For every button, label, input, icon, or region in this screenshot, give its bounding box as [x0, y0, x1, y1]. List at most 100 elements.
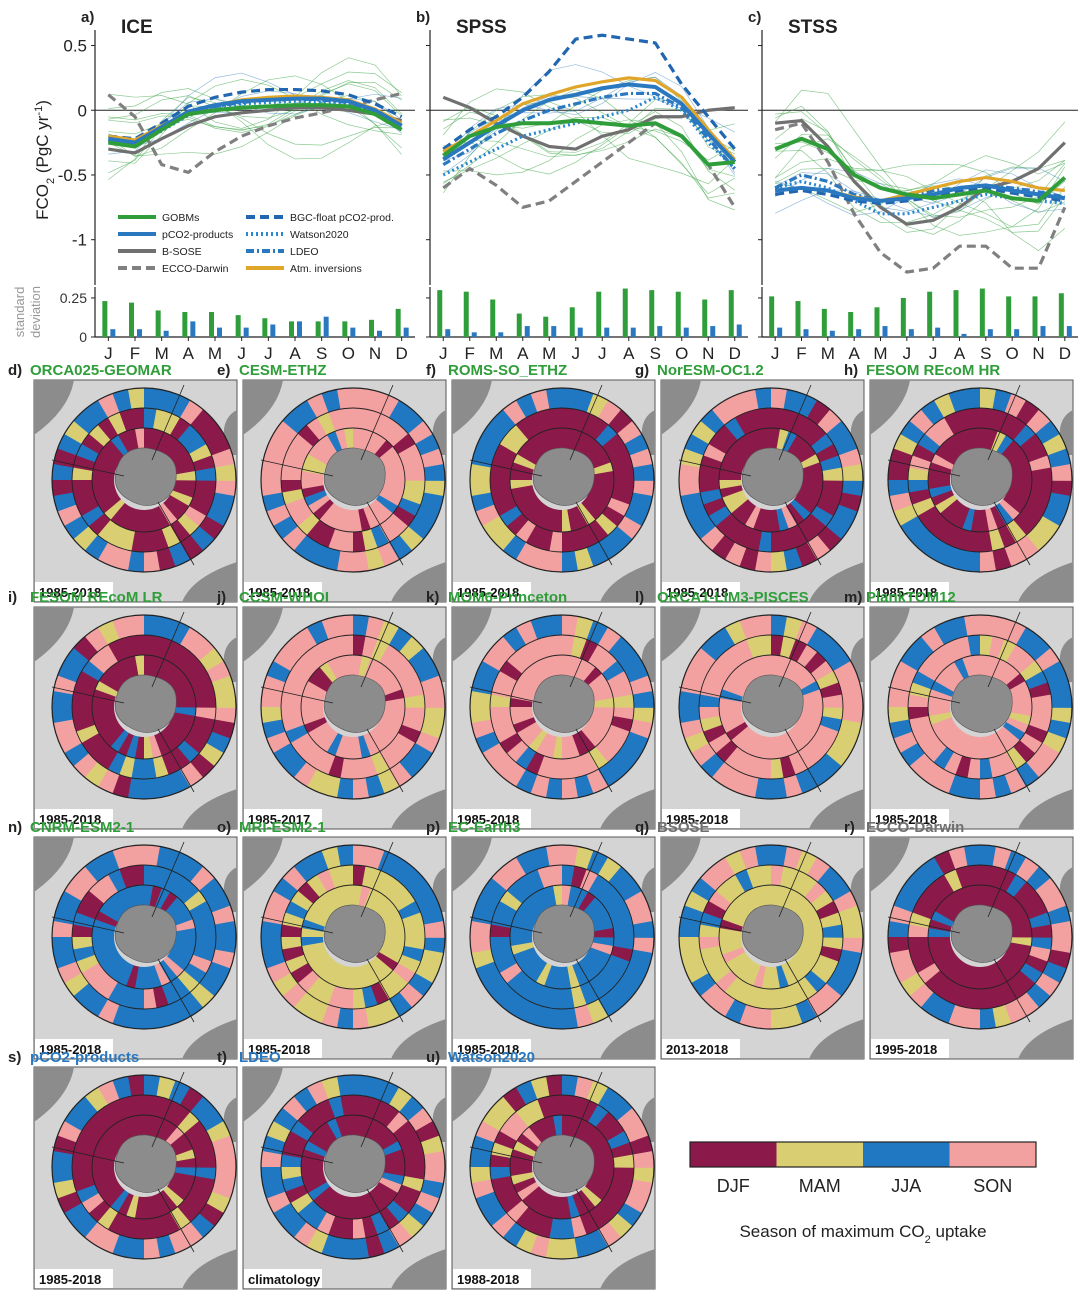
season-cell — [690, 742, 716, 767]
period-box — [35, 582, 113, 601]
season-cell — [581, 897, 603, 918]
season-cell — [708, 505, 732, 527]
basin-divider — [260, 1146, 334, 1164]
season-cell — [920, 761, 944, 787]
front-line — [71, 407, 217, 553]
season-cell — [1009, 480, 1032, 490]
season-cell — [724, 746, 745, 770]
std-bar-gobm — [675, 291, 681, 337]
season-cell — [362, 962, 379, 987]
season-cell — [700, 681, 723, 698]
season-cell — [535, 732, 552, 756]
season-cell — [1009, 697, 1033, 708]
season-cell — [739, 846, 760, 870]
season-cell — [177, 1200, 200, 1223]
season-cell — [700, 865, 726, 891]
season-cell — [117, 1192, 134, 1216]
season-cell — [173, 1167, 196, 1177]
season-cell — [1016, 857, 1040, 883]
season-cell — [537, 408, 554, 432]
season-cell — [1015, 992, 1040, 1018]
season-cell — [399, 409, 425, 435]
basin-divider — [151, 841, 185, 918]
season-cell — [408, 647, 434, 672]
map-period: 1985-2018 — [875, 812, 937, 827]
front-line — [489, 864, 635, 1010]
season-cell — [168, 850, 191, 876]
season-cell — [195, 924, 216, 938]
season-cell — [566, 965, 580, 989]
season-cell — [931, 453, 955, 470]
antarctica — [532, 674, 595, 733]
season-cell — [499, 962, 523, 984]
season-cell — [797, 417, 818, 441]
season-cell — [899, 742, 925, 767]
std-bar-gobm — [437, 290, 443, 337]
season-cell — [838, 675, 862, 696]
season-cell — [807, 627, 831, 653]
season-cell — [825, 973, 851, 997]
basin-divider — [51, 459, 125, 477]
season-cell — [118, 755, 135, 778]
season-cell — [125, 508, 139, 532]
season-cell — [88, 1200, 111, 1223]
season-cell — [261, 706, 283, 723]
gobm-member-line — [774, 158, 1066, 228]
season-cell — [144, 865, 158, 886]
season-cell — [724, 519, 745, 543]
outer-boundary — [678, 844, 864, 1030]
season-cell — [189, 983, 215, 1009]
season-cell — [104, 666, 125, 688]
season-cell — [499, 433, 523, 454]
season-cell — [367, 1189, 387, 1213]
season-cell — [571, 1096, 588, 1119]
season-cell — [795, 620, 818, 646]
season-cell — [392, 1193, 416, 1214]
season-cell — [708, 890, 732, 911]
season-cell — [970, 655, 981, 678]
season-cell — [97, 768, 120, 794]
map-title: CNRM-ESM2-1 — [30, 819, 134, 836]
season-cell — [301, 1166, 324, 1177]
std-bar-gobm — [235, 315, 241, 337]
season-cell — [781, 431, 798, 455]
season-cell — [339, 988, 353, 1009]
front-line — [280, 407, 426, 553]
season-cell — [912, 670, 936, 690]
basin-divider — [887, 459, 961, 477]
season-cell — [158, 502, 178, 526]
season-cell — [1005, 490, 1029, 507]
season-cell — [97, 1206, 118, 1230]
season-cell — [598, 857, 622, 883]
season-cell — [172, 942, 196, 956]
season-cell — [979, 736, 990, 759]
season-cell — [103, 726, 125, 747]
std-bar-gobm — [209, 312, 214, 337]
map-letter: n) — [8, 819, 22, 836]
season-cell — [281, 525, 307, 551]
season-cell — [169, 1141, 194, 1158]
season-cell — [494, 1130, 518, 1150]
season-cell — [491, 454, 514, 471]
season-cell — [779, 985, 796, 1009]
season-cell — [84, 399, 109, 425]
season-cell — [81, 660, 105, 681]
season-cell — [353, 1094, 367, 1116]
season-cell — [900, 420, 926, 444]
std-bar-pco2 — [403, 327, 409, 337]
season-cell — [125, 1195, 139, 1219]
std-bar-gobm — [369, 319, 374, 337]
season-cell — [481, 1202, 507, 1227]
season-cell — [1005, 976, 1027, 1000]
map-period: 1985-2018 — [666, 585, 728, 600]
season-cell — [386, 424, 409, 447]
season-cell — [562, 1115, 572, 1138]
season-cell — [561, 736, 572, 759]
season-cell — [579, 869, 599, 893]
season-cell — [598, 400, 622, 426]
season-cell — [119, 408, 136, 432]
